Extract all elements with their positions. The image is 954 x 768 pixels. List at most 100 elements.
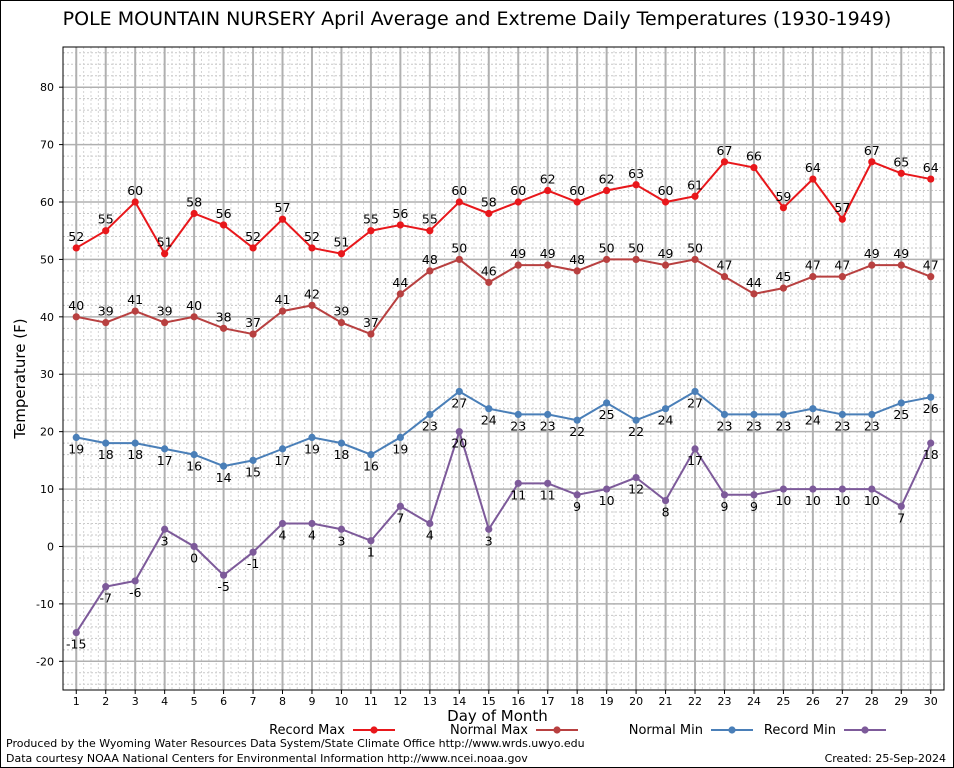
x-tick-label: 17 xyxy=(541,695,555,708)
data-point xyxy=(838,273,846,281)
data-point xyxy=(337,525,346,533)
x-tick-label: 25 xyxy=(776,695,790,708)
data-point xyxy=(897,261,905,269)
data-label: 47 xyxy=(923,258,939,273)
data-point xyxy=(868,410,876,419)
data-label: 25 xyxy=(893,407,909,422)
data-point xyxy=(514,198,522,206)
data-label: 9 xyxy=(721,499,729,514)
data-point xyxy=(249,456,257,464)
data-label: 4 xyxy=(308,528,316,543)
data-label: 3 xyxy=(161,533,169,548)
data-point xyxy=(426,519,434,528)
data-point xyxy=(661,405,670,413)
data-label: 9 xyxy=(573,499,581,514)
y-tick-label: 20 xyxy=(40,426,54,439)
data-point xyxy=(426,410,434,419)
y-tick-label: 50 xyxy=(40,253,54,266)
data-label: 17 xyxy=(157,453,173,468)
data-point xyxy=(455,198,463,206)
data-point xyxy=(632,255,640,264)
data-label: 23 xyxy=(834,418,850,433)
data-label: -6 xyxy=(129,585,142,600)
data-point xyxy=(868,261,876,269)
data-label: 24 xyxy=(805,413,821,428)
x-tick-label: 18 xyxy=(570,695,584,708)
legend: Record Max Normal Max Normal Min Record Min xyxy=(269,723,886,738)
data-point xyxy=(278,519,287,528)
data-label: 49 xyxy=(864,246,880,261)
data-point xyxy=(838,485,846,493)
data-point xyxy=(573,416,581,424)
data-point xyxy=(691,445,699,453)
legend-item: Normal Max xyxy=(450,723,578,738)
data-point xyxy=(219,221,228,229)
data-point xyxy=(544,410,552,419)
data-point xyxy=(278,445,287,453)
data-label: 18 xyxy=(333,447,349,462)
data-point xyxy=(485,405,493,413)
data-label: 18 xyxy=(98,447,114,462)
data-label: 25 xyxy=(599,407,615,422)
data-label: 67 xyxy=(717,143,733,158)
data-point xyxy=(161,318,169,327)
data-label: -15 xyxy=(66,637,86,652)
data-point xyxy=(632,473,640,482)
data-label: 37 xyxy=(363,315,379,330)
data-label: 39 xyxy=(333,304,349,319)
data-point xyxy=(514,410,522,419)
data-label: 24 xyxy=(658,413,674,428)
data-point xyxy=(632,181,640,189)
data-label: 60 xyxy=(569,183,585,198)
series-line xyxy=(76,258,932,336)
data-label: 56 xyxy=(392,206,408,221)
data-label: 19 xyxy=(392,441,408,456)
data-point xyxy=(190,542,198,551)
data-label: 40 xyxy=(186,298,202,313)
data-label: 60 xyxy=(127,183,143,198)
data-point xyxy=(779,485,788,493)
data-label: 60 xyxy=(658,183,674,198)
x-tick-label: 3 xyxy=(132,695,139,708)
data-point xyxy=(102,439,110,447)
data-label: 23 xyxy=(864,418,880,433)
data-point xyxy=(249,244,257,252)
data-point xyxy=(131,307,139,315)
credit-line-2: Data courtesy NOAA National Centers for … xyxy=(6,752,528,765)
data-label: 23 xyxy=(746,418,762,433)
data-label: 3 xyxy=(485,533,493,548)
data-label: 57 xyxy=(275,200,291,215)
data-point xyxy=(337,318,346,327)
data-label: 60 xyxy=(451,183,467,198)
y-tick-label: 40 xyxy=(40,311,54,324)
data-label: 23 xyxy=(540,418,556,433)
data-label: 40 xyxy=(68,298,84,313)
data-label: 7 xyxy=(897,510,905,525)
y-tick-label: -10 xyxy=(36,598,54,611)
data-label: 47 xyxy=(834,258,850,273)
data-point xyxy=(72,244,80,252)
data-label: 52 xyxy=(245,229,261,244)
data-point xyxy=(485,525,493,533)
x-tick-label: 24 xyxy=(747,695,761,708)
x-tick-label: 28 xyxy=(865,695,879,708)
data-point xyxy=(544,186,552,195)
data-label: 42 xyxy=(304,286,320,301)
data-label: 7 xyxy=(396,510,404,525)
series-normal-max: 40 39 41 39 40 38 37 41 42 39 37 44 48 50 46 49 49 48 50 50… xyxy=(68,240,939,338)
data-label: 0 xyxy=(190,550,198,565)
data-label: 66 xyxy=(746,149,762,164)
y-axis-label: Temperature (F) xyxy=(11,318,29,439)
data-label: 18 xyxy=(923,447,939,462)
data-point xyxy=(750,491,758,499)
plot-border xyxy=(62,46,945,691)
data-point xyxy=(868,485,876,493)
x-tick-label: 6 xyxy=(220,695,227,708)
data-point xyxy=(367,451,375,459)
series-record-max: 52 55 60 51 58 56 52 57 52 51 55 56 55 60 58 60 62 60 62 63… xyxy=(68,143,939,258)
data-point xyxy=(161,525,169,533)
data-point xyxy=(455,428,463,436)
data-label: 4 xyxy=(279,528,287,543)
data-label: 39 xyxy=(98,304,114,319)
